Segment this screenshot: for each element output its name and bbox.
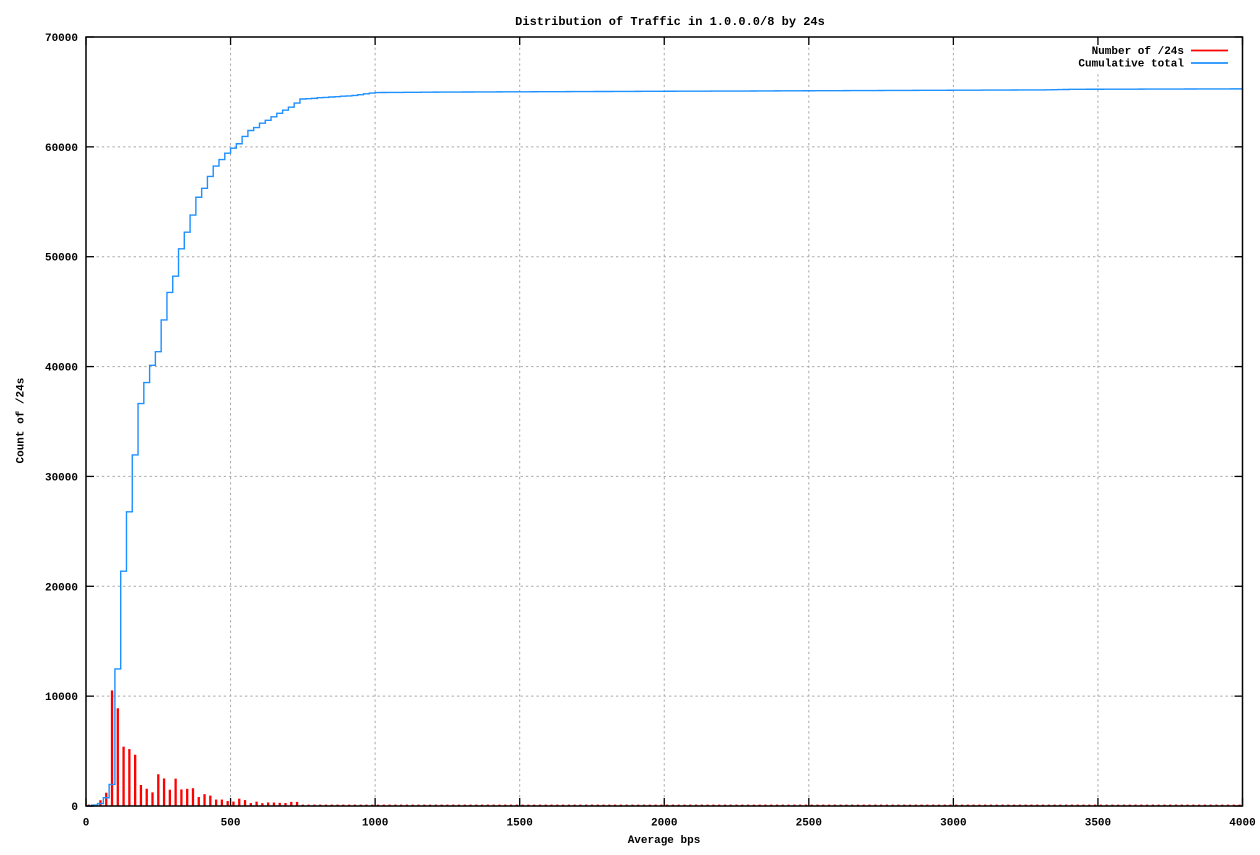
svg-text:0: 0 bbox=[83, 818, 90, 830]
svg-text:Number of /24s: Number of /24s bbox=[1092, 46, 1184, 58]
svg-text:Count of /24s: Count of /24s bbox=[16, 378, 28, 464]
svg-text:3500: 3500 bbox=[1085, 818, 1111, 830]
svg-text:Cumulative total: Cumulative total bbox=[1078, 59, 1184, 71]
svg-text:1000: 1000 bbox=[362, 818, 388, 830]
svg-text:1500: 1500 bbox=[506, 818, 532, 830]
svg-text:30000: 30000 bbox=[45, 472, 78, 484]
svg-text:2000: 2000 bbox=[651, 818, 677, 830]
svg-text:60000: 60000 bbox=[45, 143, 78, 155]
svg-text:Distribution of Traffic in 1.0: Distribution of Traffic in 1.0.0.0/8 by … bbox=[515, 15, 825, 29]
svg-text:10000: 10000 bbox=[45, 692, 78, 704]
svg-text:2500: 2500 bbox=[796, 818, 822, 830]
svg-text:20000: 20000 bbox=[45, 582, 78, 594]
svg-text:40000: 40000 bbox=[45, 363, 78, 375]
svg-text:50000: 50000 bbox=[45, 253, 78, 265]
svg-text:500: 500 bbox=[221, 818, 241, 830]
svg-text:3000: 3000 bbox=[940, 818, 966, 830]
svg-text:Average bps: Average bps bbox=[628, 835, 701, 847]
svg-text:70000: 70000 bbox=[45, 33, 78, 45]
svg-text:4000: 4000 bbox=[1229, 818, 1255, 830]
svg-text:0: 0 bbox=[71, 802, 78, 814]
